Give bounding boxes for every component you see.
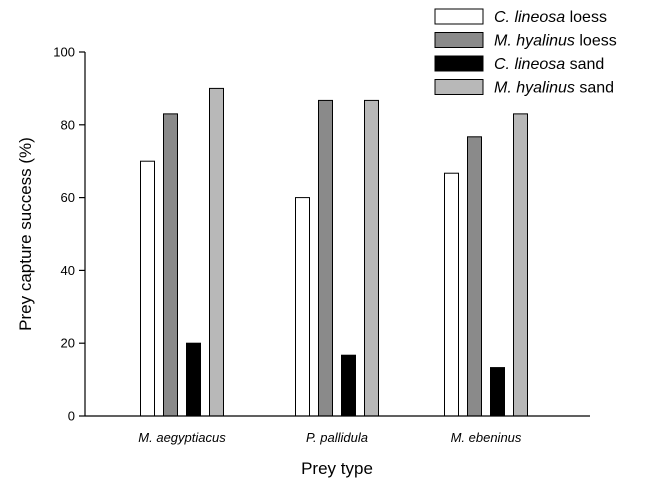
bar <box>140 160 155 417</box>
legend-label: M. hyalinus loess <box>494 33 617 50</box>
bar <box>341 354 356 417</box>
legend-label: M. hyalinus sand <box>494 80 614 97</box>
y-tick-label: 20 <box>61 336 75 351</box>
x-tick-label: M. ebeninus <box>451 430 522 445</box>
legend-swatch <box>434 32 484 48</box>
legend-label: C. lineosa sand <box>494 56 604 73</box>
bar <box>490 367 505 417</box>
bar <box>209 87 224 417</box>
y-ticks-group: 0 20 40 60 80 100 <box>53 45 85 424</box>
y-tick-label: 0 <box>68 409 75 424</box>
y-tick-label: 60 <box>61 190 75 205</box>
axes-group <box>84 52 590 417</box>
x-axis-title: Prey type <box>301 459 373 478</box>
y-tick-label: 40 <box>61 263 75 278</box>
y-axis-title: Prey capture success (%) <box>16 137 35 331</box>
bar <box>295 197 310 417</box>
legend-swatch <box>434 8 484 25</box>
bar <box>318 99 333 417</box>
bar <box>513 113 528 417</box>
bar <box>364 99 379 417</box>
bar <box>163 113 178 417</box>
x-tick-labels-group: M. aegyptiacus P. pallidula M. ebeninus <box>138 430 522 445</box>
x-tick-label: P. pallidula <box>306 430 368 445</box>
legend-label: C. lineosa loess <box>494 9 607 26</box>
x-tick-label: M. aegyptiacus <box>138 430 226 445</box>
legend-swatch <box>434 79 484 95</box>
y-tick-label: 100 <box>53 45 75 60</box>
legend-swatch <box>434 55 484 72</box>
bar <box>467 136 482 417</box>
y-tick-label: 80 <box>61 117 75 132</box>
bar <box>444 172 459 417</box>
bar <box>186 342 201 417</box>
bars-group <box>140 87 528 417</box>
legend: C. lineosa loess M. hyalinus loess C. line… <box>434 8 617 97</box>
